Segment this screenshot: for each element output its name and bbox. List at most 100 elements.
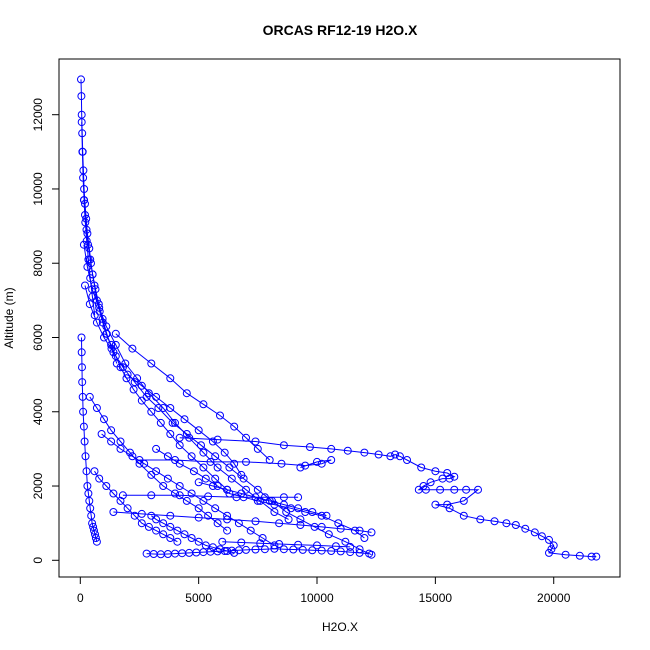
data-point xyxy=(367,528,376,537)
y-tick-label: 10000 xyxy=(31,172,45,206)
data-point xyxy=(156,418,165,427)
data-point xyxy=(86,274,95,283)
data-point xyxy=(130,378,139,387)
data-point xyxy=(152,467,161,476)
data-point xyxy=(298,545,307,554)
data-point xyxy=(77,75,85,84)
x-tick-label: 0 xyxy=(77,591,84,605)
data-point xyxy=(94,300,103,309)
data-point xyxy=(95,474,104,483)
data-point xyxy=(431,500,440,509)
data-point xyxy=(530,528,539,537)
data-point xyxy=(431,467,440,476)
data-series xyxy=(85,392,232,535)
data-point xyxy=(159,482,168,490)
series-line xyxy=(83,200,118,364)
data-point xyxy=(561,550,570,559)
data-point xyxy=(194,537,203,546)
data-point xyxy=(86,504,95,513)
data-point xyxy=(171,418,179,427)
data-point xyxy=(317,459,326,468)
data-point xyxy=(78,363,86,372)
series-line xyxy=(127,374,242,476)
data-point xyxy=(166,522,175,531)
data-point xyxy=(147,359,156,368)
data-point xyxy=(118,363,127,372)
data-point xyxy=(109,348,118,357)
data-point xyxy=(97,430,106,438)
data-point xyxy=(587,552,596,561)
data-point xyxy=(237,470,246,479)
data-point xyxy=(213,463,222,472)
data-point xyxy=(89,522,98,531)
data-point xyxy=(187,452,196,461)
data-point xyxy=(391,450,400,459)
data-point xyxy=(313,541,321,550)
data-series xyxy=(109,508,376,537)
series-line xyxy=(179,437,597,558)
series-line xyxy=(81,337,98,542)
data-point xyxy=(360,448,369,457)
data-point xyxy=(173,537,182,546)
data-point xyxy=(242,545,250,554)
data-point xyxy=(102,329,111,338)
data-point xyxy=(159,519,168,528)
data-point xyxy=(355,526,364,535)
data-point xyxy=(171,456,179,464)
data-point xyxy=(122,374,131,383)
data-point xyxy=(199,448,208,457)
data-point xyxy=(294,493,303,502)
data-point xyxy=(123,370,132,379)
data-point xyxy=(116,496,125,505)
data-point xyxy=(98,314,107,323)
data-point xyxy=(251,437,260,446)
data-point xyxy=(343,446,352,455)
data-point xyxy=(223,547,232,555)
data-point xyxy=(296,521,305,529)
data-point xyxy=(436,485,445,494)
data-point xyxy=(92,318,101,327)
x-tick-label: 10000 xyxy=(300,591,334,605)
data-point xyxy=(152,392,161,401)
data-point xyxy=(277,459,286,468)
data-point xyxy=(305,443,314,451)
data-point xyxy=(77,333,86,342)
data-point xyxy=(163,474,172,483)
data-point xyxy=(426,478,435,487)
series-line xyxy=(101,433,275,546)
data-series xyxy=(77,118,99,320)
data-point xyxy=(459,511,468,520)
data-point xyxy=(111,329,120,338)
data-point xyxy=(317,522,326,531)
data-point xyxy=(201,474,210,483)
data-point xyxy=(374,450,383,459)
data-point xyxy=(334,519,343,528)
data-point xyxy=(194,478,203,487)
data-point xyxy=(194,513,203,522)
data-point xyxy=(187,534,196,542)
data-point xyxy=(521,524,530,533)
data-point xyxy=(417,463,426,472)
data-point xyxy=(197,441,205,450)
data-point xyxy=(77,92,86,101)
data-point xyxy=(336,524,345,533)
data-point xyxy=(199,496,208,505)
data-series xyxy=(118,491,303,502)
data-point xyxy=(85,496,94,505)
data-point xyxy=(166,534,175,542)
data-point xyxy=(154,404,163,412)
data-point xyxy=(227,474,236,483)
data-point xyxy=(476,515,485,524)
data-point xyxy=(218,537,227,546)
data-point xyxy=(159,530,168,539)
y-tick-label: 4000 xyxy=(31,398,45,425)
data-point xyxy=(502,519,511,528)
data-point xyxy=(166,404,175,412)
data-point xyxy=(82,236,91,245)
data-point xyxy=(251,493,260,502)
data-point xyxy=(208,482,217,490)
data-point xyxy=(270,541,279,550)
data-point xyxy=(83,482,92,490)
data-point xyxy=(308,508,317,516)
